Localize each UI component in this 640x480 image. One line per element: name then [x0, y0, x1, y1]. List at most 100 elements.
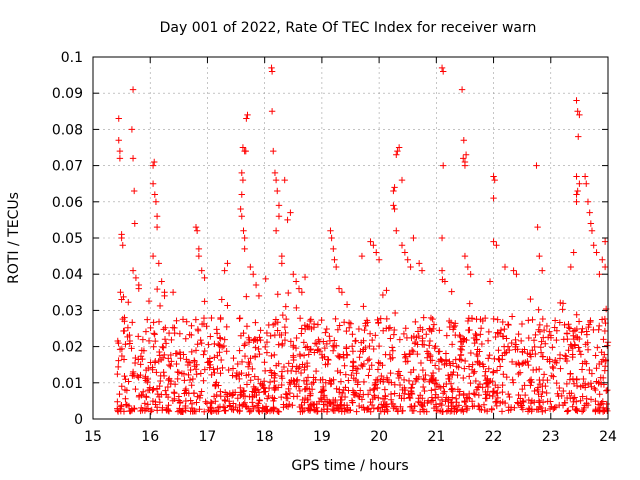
- data-point: [292, 278, 300, 285]
- data-point: [298, 401, 305, 409]
- data-point: [538, 393, 545, 400]
- data-point: [371, 385, 378, 392]
- data-point: [538, 338, 545, 345]
- data-point: [310, 374, 317, 381]
- data-point: [428, 357, 436, 364]
- data-point: [247, 407, 255, 414]
- data-point: [471, 368, 478, 375]
- data-point: [343, 301, 351, 308]
- data-point: [479, 361, 486, 368]
- data-point: [457, 407, 465, 414]
- data-point: [412, 377, 420, 385]
- data-point: [581, 173, 589, 180]
- data-point: [115, 363, 122, 371]
- data-point: [132, 274, 140, 282]
- data-point: [225, 366, 232, 374]
- data-point: [513, 271, 520, 278]
- data-point: [241, 392, 249, 400]
- data-point: [236, 347, 243, 354]
- data-point: [557, 365, 564, 372]
- data-point: [368, 401, 376, 409]
- data-point: [322, 329, 329, 336]
- data-point: [445, 375, 452, 383]
- data-point: [378, 372, 385, 380]
- data-point: [600, 336, 607, 343]
- data-point: [155, 318, 163, 325]
- y-tick-label: 0.08: [52, 122, 83, 138]
- data-point: [187, 408, 194, 415]
- data-point: [349, 330, 356, 338]
- data-point: [565, 347, 572, 354]
- data-point: [125, 402, 133, 410]
- data-point: [328, 234, 335, 242]
- data-point: [432, 394, 439, 402]
- data-point: [429, 369, 437, 377]
- data-point: [149, 162, 157, 169]
- data-point: [368, 362, 375, 369]
- data-point: [356, 393, 363, 401]
- data-point: [238, 358, 246, 366]
- data-point: [349, 399, 356, 406]
- data-point: [156, 302, 164, 310]
- data-point: [485, 355, 492, 362]
- data-point: [563, 380, 571, 388]
- data-point: [406, 350, 413, 358]
- data-point: [167, 351, 175, 359]
- data-point: [141, 400, 149, 407]
- data-point: [129, 368, 137, 376]
- data-point: [307, 316, 315, 323]
- data-point: [508, 358, 516, 366]
- data-point: [223, 323, 230, 331]
- data-point: [211, 407, 219, 414]
- data-point: [532, 331, 539, 339]
- chart-title: Day 001 of 2022, Rate Of TEC Index for r…: [160, 20, 537, 36]
- data-point: [177, 355, 184, 362]
- data-point: [414, 350, 421, 358]
- data-point: [294, 376, 301, 383]
- data-point: [306, 317, 314, 325]
- data-point: [304, 362, 311, 370]
- data-point: [285, 289, 292, 297]
- data-point: [556, 319, 563, 326]
- data-point: [207, 333, 214, 340]
- data-point: [326, 377, 333, 384]
- data-point: [278, 260, 286, 267]
- x-tick-label: 19: [313, 429, 331, 445]
- data-point: [252, 319, 259, 326]
- data-point: [278, 375, 286, 382]
- data-point: [598, 349, 605, 356]
- data-point: [138, 392, 145, 399]
- data-point: [520, 398, 527, 406]
- data-point: [436, 327, 443, 334]
- data-point: [485, 365, 492, 372]
- data-point: [370, 405, 378, 412]
- data-point: [244, 111, 251, 119]
- data-point: [477, 331, 484, 338]
- data-point: [278, 368, 286, 375]
- data-point: [308, 400, 316, 408]
- data-point: [370, 345, 377, 353]
- data-point: [460, 374, 467, 382]
- data-point: [240, 329, 247, 337]
- data-point: [339, 389, 346, 397]
- data-point: [550, 373, 557, 380]
- data-point: [587, 317, 594, 324]
- data-point: [116, 147, 124, 155]
- data-point: [504, 321, 512, 328]
- data-point: [243, 293, 250, 300]
- data-point: [155, 357, 162, 365]
- data-point: [271, 374, 278, 382]
- data-point: [295, 285, 303, 292]
- data-point: [482, 380, 490, 388]
- data-point: [274, 291, 281, 298]
- data-point: [247, 263, 254, 271]
- data-point: [534, 223, 541, 231]
- data-point: [548, 372, 555, 379]
- data-point: [375, 256, 383, 263]
- data-point: [505, 390, 512, 398]
- y-axis-label: ROTI / TECUs: [6, 192, 22, 284]
- data-point: [578, 366, 586, 373]
- data-point: [344, 404, 351, 411]
- data-point: [171, 381, 179, 388]
- data-point: [493, 242, 500, 249]
